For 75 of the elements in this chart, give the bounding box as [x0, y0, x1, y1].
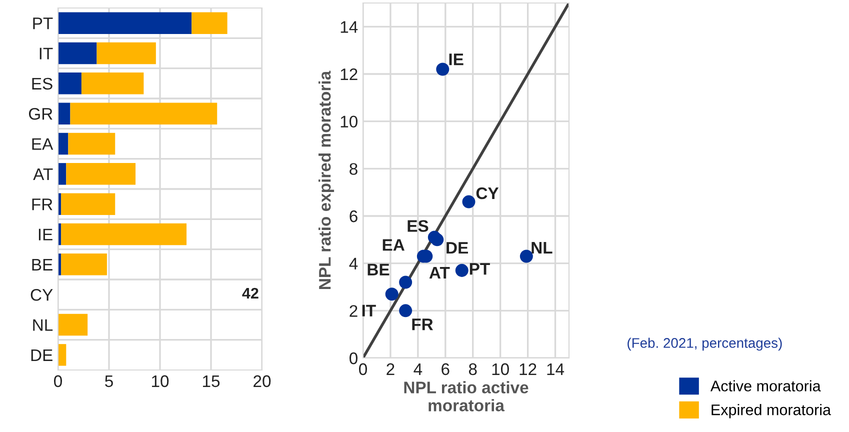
annotation: FR — [412, 318, 434, 330]
bar — [61, 254, 107, 276]
y-tick-label: 0 — [350, 352, 358, 364]
bar — [61, 223, 187, 246]
bar — [61, 193, 116, 215]
y-tick-label: NL — [33, 319, 53, 331]
y-tick-label: 10 — [340, 116, 358, 128]
x-tick-label: 5 — [105, 375, 113, 388]
bar — [81, 72, 144, 94]
point — [399, 276, 412, 289]
x-tick-label: 12 — [520, 363, 536, 375]
bar — [70, 102, 218, 124]
x-tick-label: 14 — [547, 363, 564, 375]
bar — [58, 42, 97, 64]
y-tick-label: ES — [32, 78, 52, 90]
bar — [58, 314, 88, 336]
point — [455, 264, 468, 277]
text: (Feb. 2021, percentages) — [628, 338, 782, 351]
x-tick-label: 4 — [414, 363, 422, 375]
point — [436, 62, 450, 76]
x-tick-label: 6 — [442, 363, 450, 376]
annotation: BE — [368, 264, 390, 276]
x-tick-label: 10 — [152, 375, 169, 388]
point — [520, 250, 533, 263]
annotation: IE — [449, 54, 464, 66]
x-tick-label: 15 — [203, 375, 220, 388]
annotation: EA — [382, 239, 404, 251]
bar — [192, 12, 228, 34]
legend-label: Expired moratoria — [712, 404, 832, 418]
x-tick-label: 10 — [492, 363, 509, 376]
bar — [58, 72, 82, 94]
y-tick-label: GR — [28, 108, 52, 120]
annotation: CY — [476, 187, 499, 200]
bar — [66, 163, 136, 185]
y-tick-label: 14 — [340, 21, 358, 33]
bar — [68, 132, 116, 155]
y-tick-label: PT — [33, 18, 53, 30]
bar — [58, 163, 66, 185]
y-tick-label: 6 — [350, 210, 358, 222]
annotation: ES — [408, 220, 428, 232]
x-tick-label: 8 — [468, 363, 477, 376]
y-tick-label: 12 — [340, 68, 358, 80]
bar — [58, 132, 68, 155]
y-tick-label: AT — [33, 168, 53, 180]
x-tick-label: 0 — [359, 363, 367, 376]
bar — [58, 344, 66, 366]
y-tick-label: CY — [30, 288, 53, 301]
annotation: DE — [446, 242, 468, 254]
y-tick-label: IT — [40, 48, 53, 60]
bar — [58, 12, 192, 34]
y-axis-title: NPL ratio expired moratoria — [318, 70, 334, 289]
y-tick-label: EA — [32, 138, 54, 150]
point — [430, 233, 444, 246]
bar — [96, 42, 156, 64]
legend-label: Active moratoria — [710, 380, 821, 392]
x-tick-label: 2 — [386, 363, 394, 375]
annotation: IT — [362, 304, 376, 316]
annotation: AT — [429, 266, 450, 278]
y-tick-label: 4 — [349, 258, 358, 270]
y-tick-label: BE — [32, 258, 52, 270]
y-tick-label: 2 — [350, 305, 358, 317]
y-tick-label: DE — [31, 349, 52, 361]
y-tick-label: FR — [32, 198, 52, 210]
point — [399, 304, 412, 318]
point — [385, 288, 398, 301]
text: 42 — [242, 288, 258, 299]
annotation: NL — [532, 242, 552, 254]
bar — [58, 102, 70, 124]
y-tick-label: IE — [38, 228, 52, 240]
annotation: PT — [470, 263, 490, 275]
x-tick-label: 20 — [254, 375, 271, 388]
point — [462, 195, 476, 208]
x-tick-label: 0 — [54, 375, 62, 388]
y-tick-label: 8 — [350, 163, 358, 175]
x-axis-title: NPL ratio active moratoria — [404, 381, 528, 412]
